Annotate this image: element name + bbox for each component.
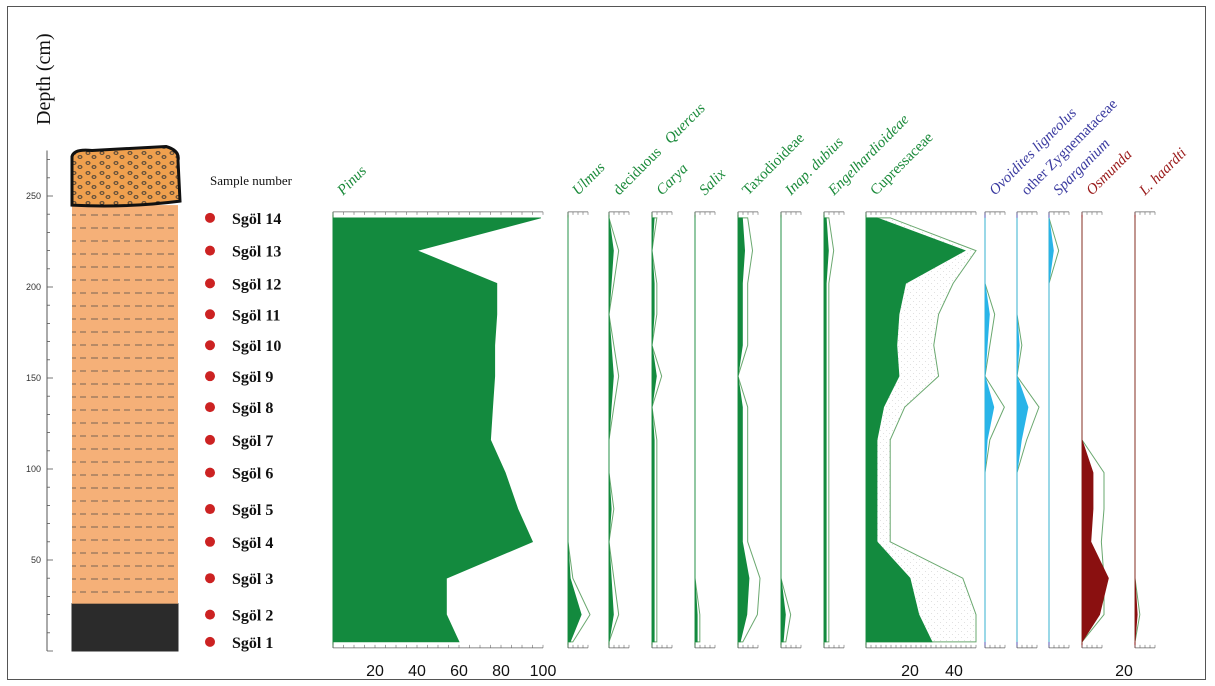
taxon-curve <box>608 217 614 642</box>
taxon-curve <box>1048 217 1054 642</box>
sample-label: Sgöl 1 <box>232 635 273 652</box>
x-axis-bottom: 20 40 60 80 100 20 40 20 <box>366 663 1133 680</box>
taxon-curve <box>567 217 582 643</box>
sample-dot <box>205 467 215 478</box>
y-axis: 50 100 150 200 250 <box>26 150 53 652</box>
sample-dot <box>205 402 215 413</box>
taxon-label: Pinus <box>334 163 370 199</box>
exaggeration-outline <box>823 217 835 643</box>
sample-dot <box>205 434 215 445</box>
exaggeration-outline <box>1048 217 1060 642</box>
taxon-panel: Salix <box>694 166 730 649</box>
exaggeration-outline <box>567 217 591 643</box>
taxon-panel: Ulmus <box>567 160 609 649</box>
sample-label: Sgöl 12 <box>232 276 281 293</box>
taxon-label: L. haardti <box>1136 145 1190 199</box>
sample-label: Sgöl 6 <box>232 466 273 483</box>
y-axis-title: Depth (cm) <box>33 33 55 125</box>
sample-label: Sgöl 5 <box>232 502 273 519</box>
y-tick-label: 50 <box>31 555 41 565</box>
exaggeration-outline <box>780 217 792 643</box>
x-tick-label: 100 <box>530 663 557 680</box>
exaggeration-outline <box>651 217 663 643</box>
taxon-curve <box>780 217 786 643</box>
taxon-panel: Carya <box>651 161 692 649</box>
y-tick-label: 200 <box>26 282 41 292</box>
taxon-panel: Pinus <box>332 163 544 649</box>
sample-dot <box>205 536 215 547</box>
sample-label: Sgöl 3 <box>232 571 273 588</box>
sample-dot <box>205 245 215 256</box>
x-tick-label: 40 <box>945 663 963 680</box>
lithology-layer <box>72 205 178 604</box>
sample-dot <box>205 212 215 223</box>
taxon-panel: Inap. dubius <box>780 134 847 649</box>
sample-label: Sgöl 11 <box>232 307 280 324</box>
sample-label: Sgöl 13 <box>232 244 281 261</box>
exaggeration-outline <box>694 217 701 643</box>
sample-label: Sgöl 7 <box>232 433 273 450</box>
sample-dot <box>205 309 215 320</box>
sample-dot <box>205 504 215 515</box>
taxon-curve <box>651 217 657 643</box>
taxon-panel: L. haardti <box>1134 145 1190 649</box>
taxon-curve <box>1016 217 1029 642</box>
lithology-column <box>70 144 182 652</box>
sample-label: Sgöl 8 <box>232 400 273 417</box>
taxon-curve <box>1134 217 1138 642</box>
sample-label: Sgöl 2 <box>232 608 273 625</box>
exaggeration-outline <box>737 217 761 643</box>
y-tick-label: 100 <box>26 464 41 474</box>
y-tick-label: 150 <box>26 373 41 383</box>
sample-dot <box>205 609 215 620</box>
sample-dot <box>205 636 215 647</box>
taxon-panel: Taxodioideae <box>737 130 808 649</box>
lithology-layer <box>70 144 182 208</box>
sample-label: Sgöl 14 <box>232 211 281 228</box>
x-tick-label: 80 <box>492 663 510 680</box>
taxon-curve <box>823 217 829 643</box>
x-tick-label: 60 <box>450 663 468 680</box>
taxon-label: Salix <box>697 166 730 199</box>
sample-dot <box>205 371 215 382</box>
taxon-label: Ulmus <box>570 160 609 199</box>
taxon-label: Carya <box>654 161 692 199</box>
sample-dot <box>205 573 215 584</box>
taxon-panel: Osmunda <box>1081 147 1135 649</box>
lithology-layer <box>71 603 179 652</box>
exaggeration-outline <box>1134 217 1141 642</box>
sample-dot <box>205 340 215 351</box>
taxon-curve <box>865 217 966 643</box>
sample-label: Sgöl 4 <box>232 535 273 552</box>
taxon-curve <box>984 217 995 642</box>
taxon-curve <box>694 217 698 643</box>
taxon-label-part: Quercus <box>662 100 709 147</box>
sample-label: Sgöl 9 <box>232 369 273 386</box>
taxon-curve <box>332 217 542 643</box>
taxon-curve <box>737 217 750 643</box>
sample-dot <box>205 278 215 289</box>
taxon-panel: Cupressaceae <box>865 129 977 649</box>
x-tick-label: 20 <box>901 663 919 680</box>
sample-list: Sgöl 14 Sgöl 13 Sgöl 12 Sgöl 11 Sgöl 10 Sgöl … <box>205 211 281 652</box>
sample-label: Sgöl 10 <box>232 338 281 355</box>
x-tick-label: 40 <box>408 663 426 680</box>
taxon-curve <box>1081 217 1109 644</box>
x-tick-label: 20 <box>1115 663 1133 680</box>
y-tick-label: 250 <box>26 191 41 201</box>
sample-number-header: Sample number <box>210 173 293 188</box>
x-tick-label: 20 <box>366 663 384 680</box>
